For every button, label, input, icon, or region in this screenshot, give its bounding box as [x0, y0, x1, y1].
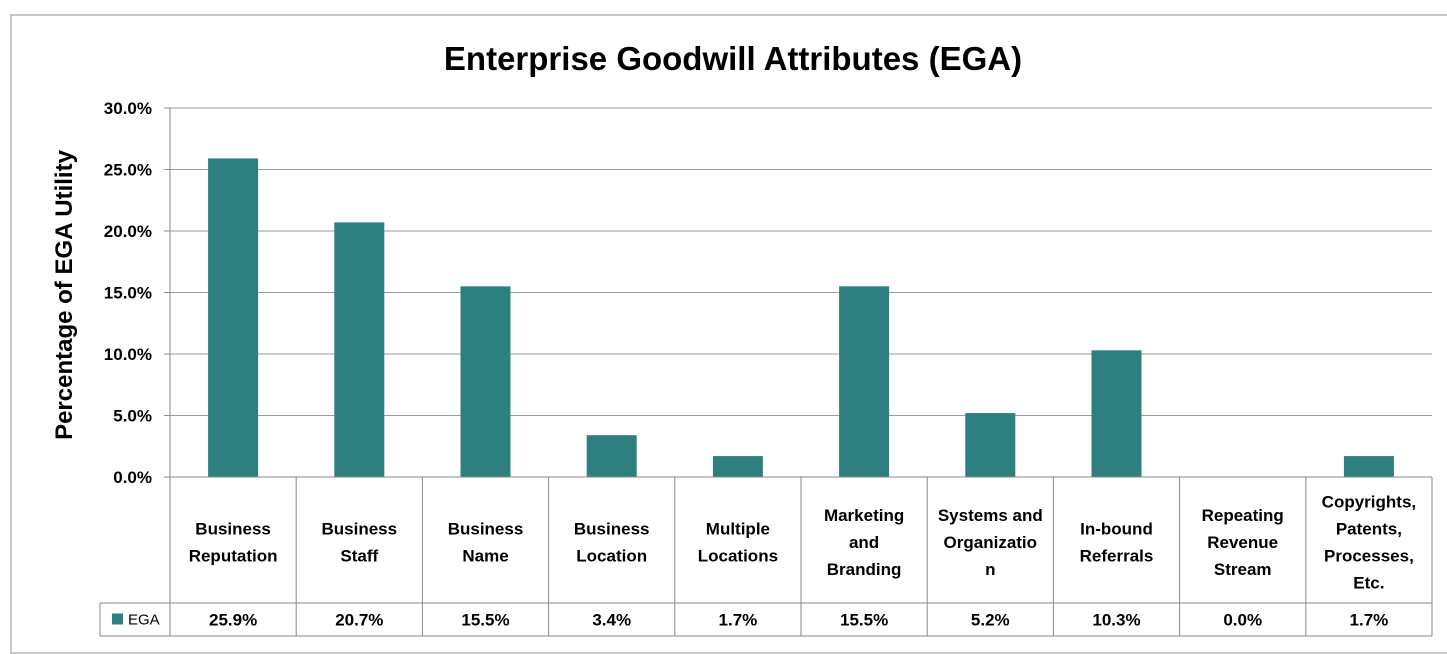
y-tick-label: 30.0% — [104, 99, 152, 118]
bar — [712, 456, 763, 477]
category-label: Systems and Organizatio n — [938, 506, 1043, 579]
category-label: In-bound Referrals — [1080, 520, 1154, 566]
category-label: Business Reputation — [189, 520, 278, 566]
data-value-label: 10.3% — [1092, 611, 1140, 630]
y-tick-label: 5.0% — [113, 407, 152, 426]
category-label: Business Staff — [322, 520, 398, 566]
y-axis-ticks: 0.0% 5.0% 10.0% 15.0% 20.0% 25.0% 30.0% — [104, 99, 171, 487]
category-label: Marketing and Branding — [824, 506, 904, 579]
bar — [839, 286, 890, 477]
category-label: Copyrights, Patents, Processes, Etc. — [1322, 493, 1416, 593]
y-tick-label: 0.0% — [113, 468, 152, 487]
chart-title: Enterprise Goodwill Attributes (EGA) — [444, 40, 1022, 77]
data-value-label: 1.7% — [719, 611, 758, 630]
data-table: Business Reputation Business Staff Business N… — [99, 476, 1433, 637]
bar — [586, 435, 637, 477]
y-tick-label: 10.0% — [104, 345, 152, 364]
bars — [208, 158, 1394, 477]
category-label: Business Location — [574, 520, 650, 566]
bar — [1091, 350, 1142, 477]
legend-label: EGA — [128, 612, 160, 629]
data-value-label: 5.2% — [971, 611, 1010, 630]
category-label: Multiple Locations — [698, 520, 778, 566]
bar — [208, 158, 259, 477]
y-tick-label: 15.0% — [104, 284, 152, 303]
y-tick-label: 20.0% — [104, 222, 152, 241]
data-value-label: 3.4% — [592, 611, 631, 630]
data-value-label: 25.9% — [209, 611, 257, 630]
bar — [334, 222, 385, 477]
legend-swatch — [112, 613, 123, 625]
data-value-label: 0.0% — [1223, 611, 1262, 630]
bar — [460, 286, 511, 477]
data-value-label: 15.5% — [461, 611, 509, 630]
bar — [1343, 456, 1394, 477]
bar — [965, 413, 1016, 477]
y-axis-label: Percentage of EGA Utility — [51, 149, 78, 439]
data-value-label: 1.7% — [1350, 611, 1389, 630]
category-label: Repeating Revenue Stream — [1202, 506, 1284, 579]
y-tick-label: 25.0% — [104, 161, 152, 180]
category-label: Business Name — [448, 520, 524, 566]
data-value-label: 20.7% — [335, 611, 383, 630]
data-value-label: 15.5% — [840, 611, 888, 630]
